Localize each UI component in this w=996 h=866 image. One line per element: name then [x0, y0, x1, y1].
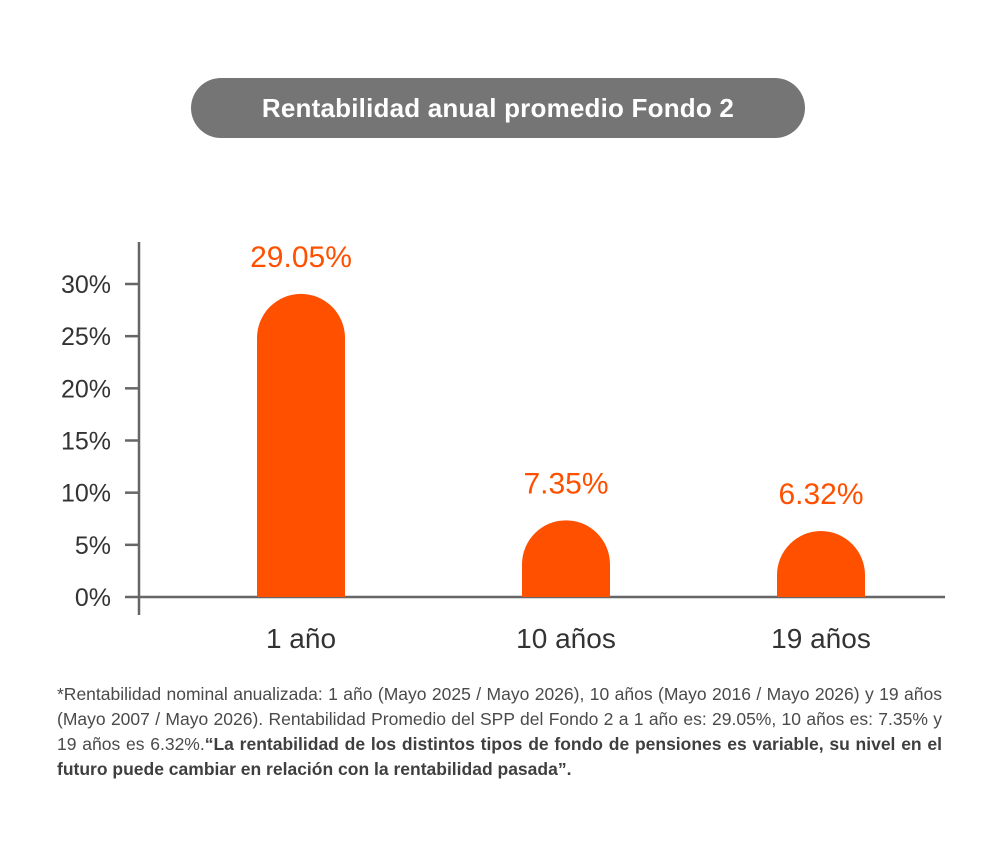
footnote: *Rentabilidad nominal anualizada: 1 año …	[57, 682, 942, 782]
bar	[777, 531, 865, 597]
bar-value-label: 7.35%	[523, 467, 608, 500]
bar	[257, 293, 345, 597]
chart-title-pill: Rentabilidad anual promedio Fondo 2	[191, 78, 805, 138]
y-tick-label: 0%	[75, 584, 111, 612]
y-tick-label: 15%	[61, 428, 111, 456]
y-tick-label: 30%	[61, 271, 111, 299]
y-tick-label: 5%	[75, 532, 111, 560]
footnote-text: *Rentabilidad nominal anualizada: 1 año …	[57, 684, 942, 754]
bar-value-label: 29.05%	[250, 241, 352, 274]
x-tick-label: 19 años	[771, 623, 871, 654]
x-tick-label: 10 años	[516, 623, 616, 654]
chart-title: Rentabilidad anual promedio Fondo 2	[261, 92, 735, 123]
bar-value-label: 6.32%	[778, 478, 863, 511]
x-tick-label: 1 año	[266, 623, 336, 654]
y-tick-label: 10%	[61, 480, 111, 508]
y-tick-label: 20%	[61, 375, 111, 403]
bar	[522, 520, 610, 597]
bar-chart: 0% 5% 10% 15% 20% 25% 30% 29.05% 1 año 7.35% 10 añ…	[61, 241, 945, 654]
y-tick-label: 25%	[61, 323, 111, 351]
footnote-disclaimer: “La rentabilidad de los distintos tipos …	[57, 734, 943, 779]
